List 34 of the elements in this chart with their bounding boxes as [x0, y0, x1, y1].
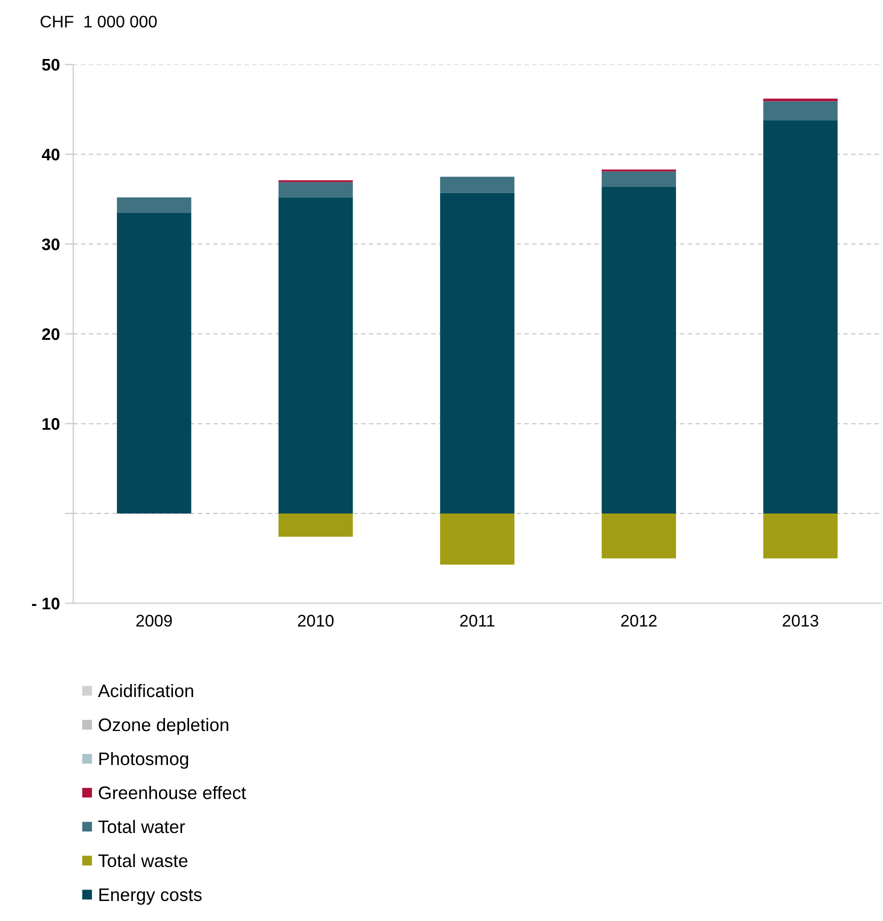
bar	[440, 513, 514, 565]
bar	[602, 171, 676, 187]
bar	[763, 98, 838, 102]
y-axis-title: CHF 1 000 000	[40, 16, 157, 28]
bar	[278, 513, 353, 537]
legend-label: Total waste	[98, 854, 188, 868]
x-tick-label: 2013	[782, 614, 818, 627]
x-tick-label: 2010	[298, 614, 334, 627]
bar	[278, 182, 353, 198]
bar	[278, 197, 353, 514]
bar	[763, 120, 838, 514]
bar	[116, 212, 192, 514]
legend-label: Ozone depletion	[98, 718, 228, 735]
y-tick-label: - 10	[32, 598, 60, 610]
x-tick-label: 2009	[136, 614, 172, 627]
bar	[763, 513, 838, 558]
legend-label: Energy costs	[99, 888, 202, 905]
y-tick-label: 30	[42, 238, 60, 250]
legend-label: Greenhouse effect	[98, 786, 246, 800]
bar	[602, 513, 676, 558]
y-tick-label: 50	[42, 58, 60, 71]
legend-label: Photosmog	[99, 752, 188, 769]
x-tick-label: 2011	[460, 614, 494, 627]
bar	[763, 101, 838, 120]
y-tick-label: 20	[42, 328, 60, 340]
x-tick-label: 2012	[621, 614, 657, 627]
bar	[440, 176, 514, 193]
y-tick-label: 10	[42, 418, 60, 430]
legend-label: Acidification	[98, 684, 194, 698]
legend-label: Total water	[98, 820, 185, 834]
y-tick-label: 40	[42, 148, 60, 160]
bar	[440, 192, 514, 514]
bar	[602, 186, 676, 514]
bar	[116, 197, 192, 213]
